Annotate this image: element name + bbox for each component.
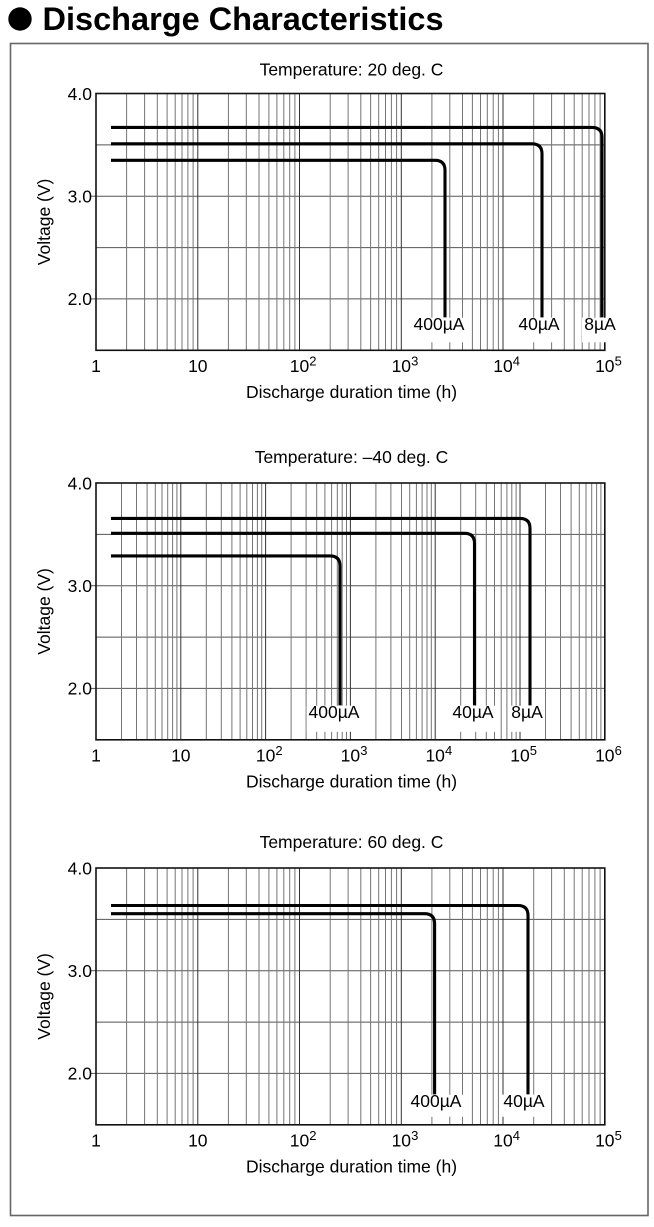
- svg-text:10: 10: [493, 356, 513, 376]
- svg-text:10: 10: [392, 356, 412, 376]
- svg-text:2: 2: [309, 353, 316, 368]
- svg-text:3: 3: [411, 1128, 418, 1143]
- svg-text:1: 1: [91, 746, 101, 766]
- svg-text:3.0: 3.0: [68, 961, 93, 981]
- svg-text:Temperature: 60 deg. C: Temperature: 60 deg. C: [260, 832, 444, 852]
- svg-text:400µA: 400µA: [309, 702, 360, 722]
- svg-text:5: 5: [530, 743, 537, 758]
- svg-text:3: 3: [360, 743, 367, 758]
- svg-text:4: 4: [513, 1128, 520, 1143]
- svg-text:2.0: 2.0: [68, 289, 93, 309]
- svg-text:1: 1: [91, 1131, 101, 1151]
- svg-text:2: 2: [309, 1128, 316, 1143]
- svg-text:400µA: 400µA: [411, 1091, 462, 1111]
- svg-text:4.0: 4.0: [68, 84, 93, 104]
- svg-text:8µA: 8µA: [511, 702, 543, 722]
- svg-text:3.0: 3.0: [68, 187, 93, 207]
- svg-text:4: 4: [445, 743, 452, 758]
- svg-text:2.0: 2.0: [68, 1064, 93, 1084]
- svg-text:4: 4: [513, 353, 520, 368]
- svg-text:10: 10: [188, 1131, 208, 1151]
- svg-text:40µA: 40µA: [503, 1091, 545, 1111]
- svg-text:5: 5: [615, 353, 622, 368]
- svg-text:Temperature: 20 deg. C: Temperature: 20 deg. C: [260, 60, 444, 80]
- svg-text:2.0: 2.0: [68, 679, 93, 699]
- svg-text:Temperature: –40 deg. C: Temperature: –40 deg. C: [255, 447, 449, 467]
- svg-text:5: 5: [615, 1128, 622, 1143]
- svg-text:10: 10: [341, 746, 361, 766]
- svg-text:Discharge duration time (h): Discharge duration time (h): [246, 1157, 457, 1177]
- svg-text:Discharge Characteristics: Discharge Characteristics: [43, 1, 444, 37]
- svg-text:6: 6: [615, 743, 622, 758]
- svg-text:10: 10: [171, 746, 191, 766]
- svg-text:10: 10: [425, 746, 445, 766]
- svg-text:10: 10: [392, 1131, 412, 1151]
- svg-text:10: 10: [290, 356, 310, 376]
- svg-text:10: 10: [493, 1131, 513, 1151]
- svg-text:10: 10: [510, 746, 530, 766]
- svg-text:400µA: 400µA: [414, 314, 465, 334]
- svg-text:8µA: 8µA: [584, 314, 616, 334]
- svg-text:10: 10: [256, 746, 276, 766]
- svg-text:1: 1: [91, 356, 101, 376]
- svg-text:10: 10: [290, 1131, 310, 1151]
- svg-text:40µA: 40µA: [452, 702, 494, 722]
- svg-text:2: 2: [275, 743, 282, 758]
- svg-text:4.0: 4.0: [68, 858, 93, 878]
- svg-text:40µA: 40µA: [518, 314, 560, 334]
- svg-text:10: 10: [595, 746, 615, 766]
- svg-text:Discharge duration time (h): Discharge duration time (h): [246, 382, 457, 402]
- svg-text:10: 10: [595, 1131, 615, 1151]
- svg-text:Voltage (V): Voltage (V): [34, 953, 54, 1040]
- svg-text:10: 10: [595, 356, 615, 376]
- svg-text:3.0: 3.0: [68, 576, 93, 596]
- svg-text:4.0: 4.0: [68, 473, 93, 493]
- svg-text:Voltage (V): Voltage (V): [34, 179, 54, 266]
- svg-text:10: 10: [188, 356, 208, 376]
- svg-text:3: 3: [411, 353, 418, 368]
- svg-text:Discharge duration time (h): Discharge duration time (h): [246, 772, 457, 792]
- svg-text:Voltage (V): Voltage (V): [34, 568, 54, 655]
